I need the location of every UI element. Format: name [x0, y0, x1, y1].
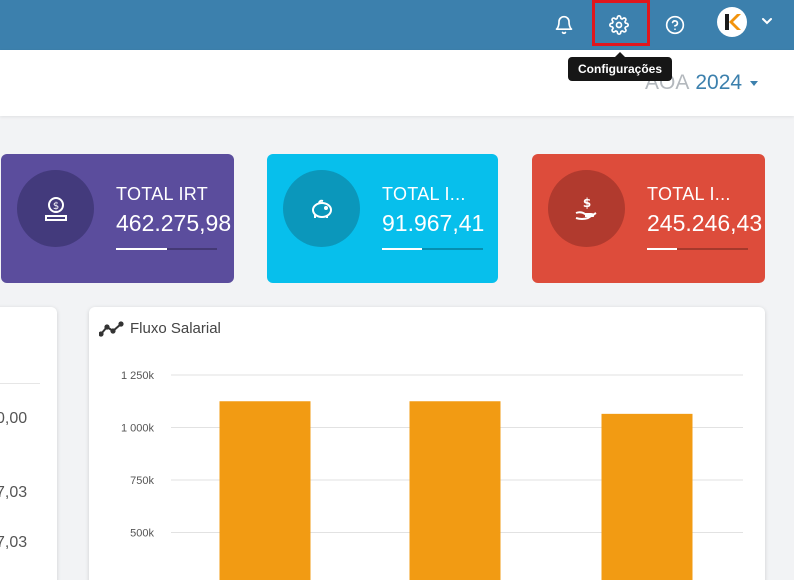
- left-summary-panel: 0,00 7,03 7,03: [0, 307, 57, 580]
- card-progress: [647, 248, 748, 250]
- svg-text:$: $: [52, 201, 58, 212]
- caret-down-icon: [750, 80, 759, 86]
- card-icon-circle: [283, 170, 360, 247]
- chart-header: Fluxo Salarial: [99, 320, 221, 337]
- stat-card-irt[interactable]: $ TOTAL IRT 462.275,98: [1, 154, 234, 283]
- y-tick-label: 1 000k: [121, 423, 155, 435]
- user-menu-toggle[interactable]: [758, 12, 776, 30]
- help-button[interactable]: [657, 6, 693, 44]
- stat-card-total-3[interactable]: $ TOTAL I... 245.246,43: [532, 154, 765, 283]
- gear-icon: [609, 15, 629, 35]
- card-value: 91.967,41: [382, 210, 485, 236]
- panel-divider: [0, 383, 40, 384]
- card-progress: [382, 248, 483, 250]
- currency-year-selector[interactable]: AOA 2024: [645, 71, 759, 95]
- settings-highlight: [592, 0, 650, 46]
- card-progress: [116, 248, 217, 250]
- card-title: TOTAL I...: [382, 184, 466, 204]
- notifications-button[interactable]: [546, 6, 582, 44]
- card-value: 462.275,98: [116, 210, 232, 236]
- help-icon: [665, 15, 685, 35]
- y-tick-label: 750k: [130, 475, 154, 487]
- summary-value: 0,00: [0, 410, 28, 427]
- svg-text:$: $: [582, 196, 590, 210]
- card-progress-fill: [647, 248, 678, 250]
- money-bag-icon: $: [44, 196, 67, 221]
- y-tick-label: 500k: [130, 528, 154, 540]
- chart-title: Fluxo Salarial: [130, 320, 221, 337]
- stat-card-total-2[interactable]: TOTAL I... 91.967,41: [267, 154, 498, 283]
- settings-button[interactable]: [601, 6, 637, 44]
- top-navbar: [0, 0, 794, 50]
- card-value: 245.246,43: [647, 210, 763, 236]
- logo-icon: [725, 14, 741, 30]
- summary-value: 7,03: [0, 484, 28, 501]
- card-icon-circle: $: [17, 170, 94, 247]
- card-title: TOTAL I...: [647, 184, 731, 204]
- settings-tooltip: Configurações: [568, 52, 673, 81]
- card-icon-circle: $: [548, 170, 625, 247]
- chart-bar[interactable]: [219, 401, 311, 580]
- money-hand-icon: $: [575, 196, 597, 220]
- piggy-bank-icon: [311, 199, 332, 218]
- card-progress-fill: [116, 248, 167, 250]
- user-avatar[interactable]: [717, 7, 747, 37]
- chart-bar[interactable]: [601, 413, 693, 580]
- chevron-down-icon: [762, 18, 772, 25]
- year-label: 2024: [695, 71, 743, 94]
- y-tick-label: 1 250k: [121, 370, 155, 382]
- card-title: TOTAL IRT: [116, 184, 209, 204]
- bell-icon: [555, 15, 573, 35]
- chart-bar[interactable]: [409, 401, 501, 580]
- summary-value: 7,03: [0, 534, 28, 551]
- card-progress-fill: [382, 248, 423, 250]
- line-chart-icon: [99, 320, 124, 337]
